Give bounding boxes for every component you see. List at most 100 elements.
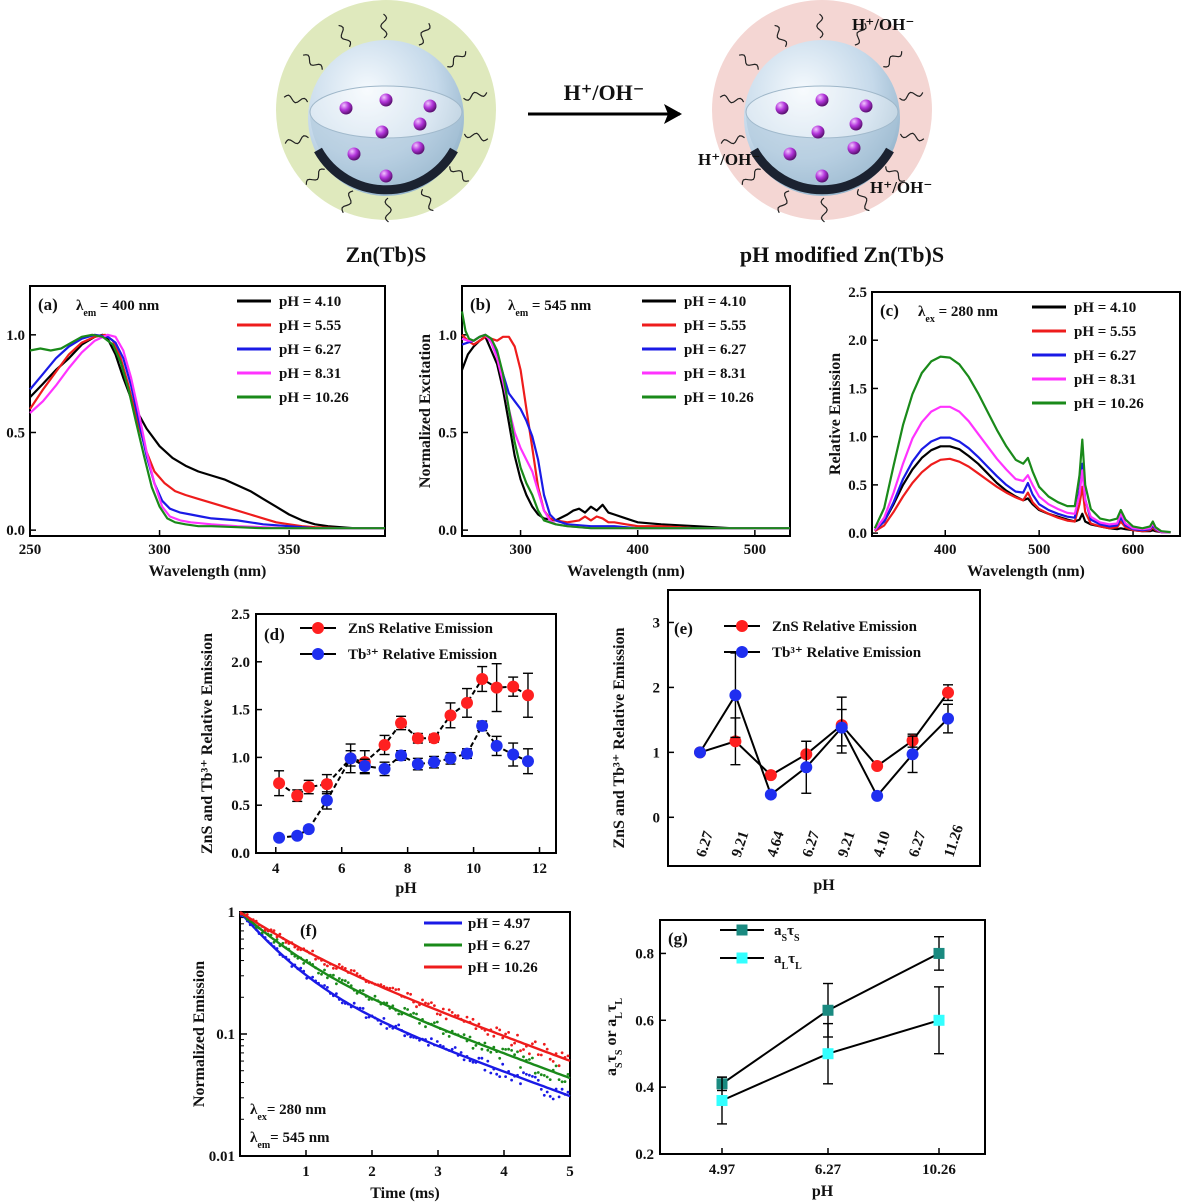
data-dot <box>340 978 344 982</box>
data-dot <box>480 1056 484 1060</box>
data-dot <box>397 988 401 991</box>
tb-particle <box>815 169 829 183</box>
data-dot <box>522 1048 525 1051</box>
data-point <box>871 789 884 802</box>
data-dot <box>421 998 424 1002</box>
series-line <box>873 405 1171 534</box>
data-dot <box>465 1015 469 1019</box>
x-tick-label: 400 <box>934 542 957 558</box>
y-tick-label: 0.5 <box>6 425 25 441</box>
x-tick-label: 500 <box>744 542 767 558</box>
ligand-chain <box>720 135 745 145</box>
data-dot <box>566 1054 570 1058</box>
fit-line <box>239 911 571 1080</box>
data-dot <box>403 1006 407 1010</box>
data-dot <box>486 1059 490 1063</box>
data-point <box>694 746 706 759</box>
x-tick-label: 300 <box>509 542 532 558</box>
ligand-chain <box>885 166 906 182</box>
data-dot <box>335 992 338 995</box>
x-tick-label: 300 <box>148 542 171 558</box>
data-dot <box>441 1032 445 1035</box>
data-point <box>291 829 304 842</box>
series-line <box>29 333 385 530</box>
ligand-chain <box>302 54 323 70</box>
y-tick-label: 0.6 <box>635 1013 654 1029</box>
tb-particle <box>411 141 425 155</box>
series-line <box>460 311 790 530</box>
legend-marker <box>736 952 748 964</box>
data-dot <box>320 972 323 976</box>
decay-data <box>239 912 570 1068</box>
y-tick-label: 2.0 <box>848 333 867 349</box>
legend-entry-part: τ <box>787 923 794 939</box>
data-dot <box>427 1002 430 1006</box>
annotation-value: = 545 nm <box>270 1130 330 1146</box>
data-point <box>933 947 945 959</box>
data-dot <box>533 1075 537 1079</box>
annotation-value: = 280 nm <box>267 1102 327 1118</box>
legend-entry: pH = 6.27 <box>279 342 342 358</box>
y-axis-label: Relative Emission <box>827 353 844 475</box>
legend-entry: pH = 5.55 <box>684 318 746 334</box>
legend-marker <box>312 622 324 634</box>
legend-entry: pH = 4.10 <box>684 294 746 310</box>
series-line <box>29 333 385 530</box>
data-point <box>490 681 503 694</box>
data-dot <box>456 1014 460 1018</box>
series-line <box>278 724 529 839</box>
annotation: λex = 280 nm <box>918 304 998 325</box>
data-dot <box>533 1040 537 1044</box>
data-dot <box>560 1051 564 1055</box>
legend-entry: pH = 6.27 <box>468 938 531 954</box>
data-dot <box>352 969 356 973</box>
data-dot <box>352 1001 356 1005</box>
plot-frame <box>659 919 986 1155</box>
data-dot <box>528 1058 531 1061</box>
ligands-left <box>283 13 489 223</box>
data-point <box>521 755 534 768</box>
data-dot <box>501 1062 505 1066</box>
y-axis-label-part: S <box>614 1062 625 1068</box>
ligand-chain <box>463 91 488 101</box>
data-dot <box>337 977 341 980</box>
data-dot <box>296 948 300 951</box>
data-dot <box>483 1041 487 1045</box>
tb-particle <box>783 147 797 161</box>
series-line <box>873 355 1171 534</box>
legend-entry: pH = 4.97 <box>468 916 531 932</box>
x-axis-label: Time (ms) <box>370 1185 439 1202</box>
data-dot <box>337 963 341 966</box>
data-dot <box>427 1043 430 1047</box>
y-axis-label: aSτS or aLτL <box>603 998 625 1076</box>
tb-particle <box>847 141 861 155</box>
legend-entry: pH = 8.31 <box>279 366 341 382</box>
series-line <box>29 333 385 530</box>
data-dot <box>409 992 412 996</box>
data-dot <box>281 941 285 945</box>
annotation-value: = 280 nm <box>935 304 999 320</box>
data-dot <box>379 1022 383 1026</box>
y-tick-label: 0.1 <box>216 1027 235 1043</box>
plot-frame <box>871 291 1181 537</box>
y-axis-label-part: S <box>614 1049 625 1055</box>
series-line <box>699 692 949 798</box>
y-tick-label: 1.0 <box>231 750 250 766</box>
y-axis-label: Normalized Excitation <box>417 334 434 488</box>
data-dot <box>447 1008 451 1012</box>
data-dot <box>323 984 326 987</box>
x-axis-label: pH <box>395 880 417 897</box>
data-point <box>460 747 473 760</box>
plot-frame <box>29 285 386 537</box>
panel-label: (f) <box>300 921 317 940</box>
data-dot <box>361 1007 365 1010</box>
ligand-chain <box>774 24 788 48</box>
data-dot <box>471 1017 475 1021</box>
legend-entry: pH = 5.55 <box>279 318 341 334</box>
data-dot <box>418 1021 421 1025</box>
data-point <box>507 748 520 761</box>
data-point <box>378 762 391 775</box>
annotation: λem = 400 nm <box>76 298 160 319</box>
data-point <box>942 686 954 699</box>
data-dot <box>516 1033 519 1037</box>
